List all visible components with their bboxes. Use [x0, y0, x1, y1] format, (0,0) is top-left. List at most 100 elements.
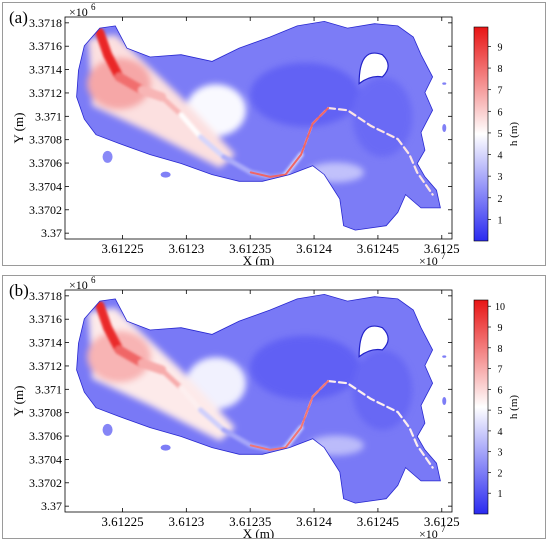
y-tick-label: 3.371 [35, 382, 62, 396]
depth-field [76, 21, 441, 231]
panel-label: (b) [9, 281, 29, 300]
channel-segment [159, 367, 184, 391]
channel-segment [178, 112, 203, 140]
y-tick-label: 3.3706 [29, 156, 62, 170]
domain-outline [76, 20, 441, 231]
chart-a-svg: 3.61225 3.6123 3.61235 3.6124 3.61245 3.6125 3… [9, 3, 520, 265]
colorbar-tick-label: 7 [498, 365, 503, 376]
channel-segment [221, 154, 254, 175]
y-tick-label: 3.37 [41, 499, 62, 513]
colorbar-tick-label: 6 [498, 385, 503, 396]
colorbar-tick-label: 7 [498, 86, 503, 97]
y-tick-label: 3.3702 [29, 203, 62, 217]
x-tick-label: 3.6123 [168, 241, 204, 256]
y-tick-label: 3.3714 [29, 63, 62, 77]
islet-east2 [442, 355, 447, 358]
shallow-west [87, 330, 152, 383]
islet-south [160, 171, 171, 178]
y-tick-label: 3.3704 [29, 179, 62, 193]
colorbar-tick-label: 9 [498, 323, 503, 334]
x-tick-label: 3.61225 [101, 514, 143, 529]
colorbar-tick-label: 4 [498, 151, 503, 162]
x-tick-label: 3.61235 [229, 241, 271, 256]
colorbar-tick-label: 9 [498, 42, 503, 53]
colorbar-tick-label: 6 [498, 107, 503, 118]
colorbar-tick-label: 4 [498, 427, 503, 438]
colorbar-tick-label: 2 [498, 468, 503, 479]
domain-outline [76, 293, 441, 504]
y-multiplier: ×10 [69, 278, 88, 292]
x-tick-label: 3.61245 [357, 241, 399, 256]
x-tick-label: 3.6125 [424, 514, 460, 529]
islet-east [442, 397, 447, 405]
y-tick-label: 3.3714 [29, 336, 62, 350]
south-channel-core [249, 107, 330, 178]
colorbar-tick-label: 1 [498, 489, 503, 500]
colorbar-tick-label: 2 [498, 194, 503, 205]
shallow-west [87, 57, 152, 110]
x-tick-label: 3.6124 [296, 241, 332, 256]
channel-segment [178, 385, 203, 413]
deep-zone-east [352, 349, 413, 430]
x-axis-label: X (m) [243, 526, 274, 538]
colorbar-tick-label: 3 [498, 448, 503, 459]
south-channel-core [249, 380, 330, 451]
x-tick-label: 3.61245 [357, 514, 399, 529]
y-tick-label: 3.3704 [29, 452, 62, 466]
islet-west [102, 150, 113, 163]
x-multiplier: ×10 [419, 527, 438, 538]
channel-layer [95, 301, 304, 453]
x-multiplier: ×10 [419, 254, 438, 265]
x-tick-label: 3.6125 [424, 241, 460, 256]
channel-segment [197, 134, 227, 160]
colorbar-tick-label: 10 [495, 302, 505, 313]
y-tick-label: 3.3708 [29, 406, 62, 420]
islet-east [442, 124, 447, 132]
x-tick-label: 3.61225 [101, 241, 143, 256]
y-multiplier-exp: 6 [91, 3, 96, 12]
colorbar-tick-label: 3 [498, 172, 503, 183]
y-tick-label: 3.3712 [29, 359, 62, 373]
deep-zone [249, 62, 360, 127]
island [358, 52, 389, 85]
y-tick-label: 3.3716 [29, 312, 62, 326]
y-multiplier-exp: 6 [91, 276, 96, 285]
colorbar-tick-label: 8 [498, 344, 503, 355]
colorbar-tick-label: 1 [498, 215, 503, 226]
deep-zone-east [352, 76, 413, 157]
y-tick-label: 3.3708 [29, 133, 62, 147]
colorbar [473, 26, 489, 242]
panel-label: (a) [9, 8, 28, 27]
y-tick-label: 3.3712 [29, 86, 62, 100]
islet-south [160, 444, 171, 451]
channel-segment [159, 94, 184, 118]
x-tick-label: 3.61235 [229, 514, 271, 529]
y-axis-label: Y (m) [11, 386, 26, 417]
x-multiplier-exp: 7 [441, 524, 446, 534]
channel-segment [197, 407, 227, 433]
y-tick-label: 3.371 [35, 109, 62, 123]
y-tick-label: 3.3706 [29, 429, 62, 443]
colorbar-label: h (m) [508, 122, 520, 146]
y-multiplier: ×10 [69, 5, 88, 19]
depth-field [76, 294, 441, 504]
colorbar [473, 299, 489, 515]
y-tick-label: 3.3718 [29, 16, 62, 30]
channel-segment [137, 85, 167, 102]
colorbar-label: h (m) [508, 395, 520, 419]
chart-b-svg: 3.61225 3.6123 3.61235 3.6124 3.61245 3.6125 3… [9, 276, 520, 538]
y-axis-label: Y (m) [11, 113, 26, 144]
panel-b: 3.61225 3.6123 3.61235 3.6124 3.61245 3.6125 3… [2, 275, 546, 539]
y-tick-label: 3.3718 [29, 289, 62, 303]
islet-east2 [442, 82, 447, 85]
x-tick-label: 3.6123 [168, 514, 204, 529]
x-axis-label: X (m) [243, 253, 274, 265]
island [358, 325, 389, 358]
islet-west [102, 423, 113, 436]
y-tick-label: 3.3716 [29, 39, 62, 53]
deep-zone [249, 335, 360, 400]
y-tick-label: 3.37 [41, 226, 62, 240]
panel-a: 3.61225 3.6123 3.61235 3.6124 3.61245 3.6125 3… [2, 2, 546, 266]
x-tick-label: 3.6124 [296, 514, 332, 529]
colorbar-tick-label: 8 [498, 64, 503, 75]
